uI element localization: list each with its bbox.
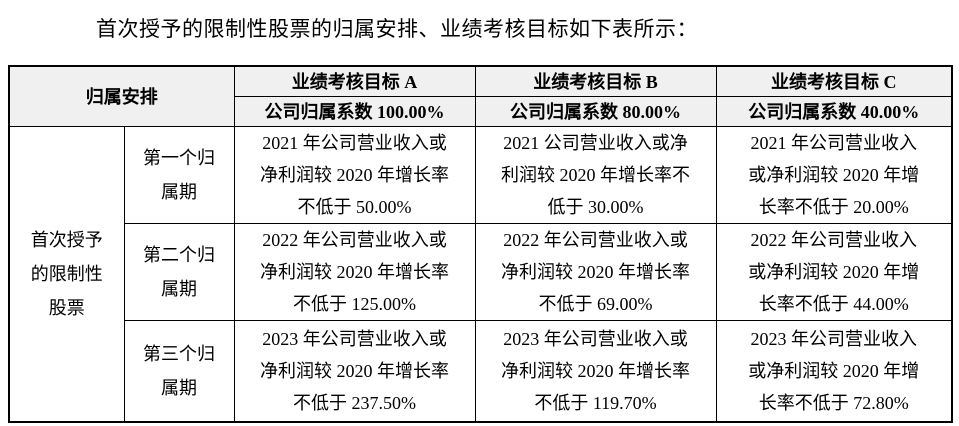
target-a-row-3: 2023 年公司营业收入或 净利润较 2020 年增长率 不低于 237.50% (233, 319, 476, 423)
target-c-row-3: 2023 年公司营业收入 或净利润较 2020 年增 长率不低于 72.80% (715, 319, 953, 423)
header-target-a: 业绩考核目标 A (233, 65, 476, 97)
target-b-row-1: 2021 公司营业收入或净 利润较 2020 年增长率不 低于 30.00% (474, 125, 717, 224)
header-row-targets: 归属安排 业绩考核目标 A 业绩考核目标 B 业绩考核目标 C (8, 65, 953, 127)
header-coefficient-a: 公司归属系数 100.00% (233, 95, 476, 127)
header-row-coefficients: 公司归属系数 100.00% 公司归属系数 80.00% 公司归属系数 40.0… (9, 95, 953, 127)
target-b-row-2: 2022 年公司营业收入或 净利润较 2020 年增长率 不低于 69.00% (474, 222, 717, 321)
table-row-period-1: 首次授予 的限制性 股票 第一个归 属期 2021 年公司营业收入或 净利润较 … (8, 125, 953, 423)
target-a-row-2: 2022 年公司营业收入或 净利润较 2020 年增长率 不低于 125.00% (233, 222, 476, 321)
header-target-b: 业绩考核目标 B (474, 65, 717, 97)
period-cell-1: 第一个归 属期 (123, 125, 235, 224)
header-vesting-arrangement: 归属安排 (8, 65, 235, 127)
table-row-period-3: 第三个归 属期 2023 年公司营业收入或 净利润较 2020 年增长率 不低于… (9, 319, 953, 423)
vesting-schedule-table: 归属安排 业绩考核目标 A 业绩考核目标 B 业绩考核目标 C 公司归属系数 1… (8, 65, 953, 423)
target-a-row-1: 2021 年公司营业收入或 净利润较 2020 年增长率 不低于 50.00% (233, 125, 476, 224)
document-title: 首次授予的限制性股票的归属安排、业绩考核目标如下表所示： (96, 17, 698, 41)
header-coefficient-b: 公司归属系数 80.00% (474, 95, 717, 127)
table-row-period-2: 第二个归 属期 2022 年公司营业收入或 净利润较 2020 年增长率 不低于… (9, 222, 953, 321)
period-cell-2: 第二个归 属期 (123, 222, 235, 321)
period-cell-3: 第三个归 属期 (123, 319, 235, 423)
target-c-row-2: 2022 年公司营业收入 或净利润较 2020 年增 长率不低于 44.00% (715, 222, 953, 321)
target-c-row-1: 2021 年公司营业收入 或净利润较 2020 年增 长率不低于 20.00% (715, 125, 953, 224)
header-target-c: 业绩考核目标 C (715, 65, 953, 97)
grant-group-label: 首次授予 的限制性 股票 (8, 125, 125, 423)
target-b-row-3: 2023 年公司营业收入或 净利润较 2020 年增长率 不低于 119.70% (474, 319, 717, 423)
header-coefficient-c: 公司归属系数 40.00% (715, 95, 953, 127)
